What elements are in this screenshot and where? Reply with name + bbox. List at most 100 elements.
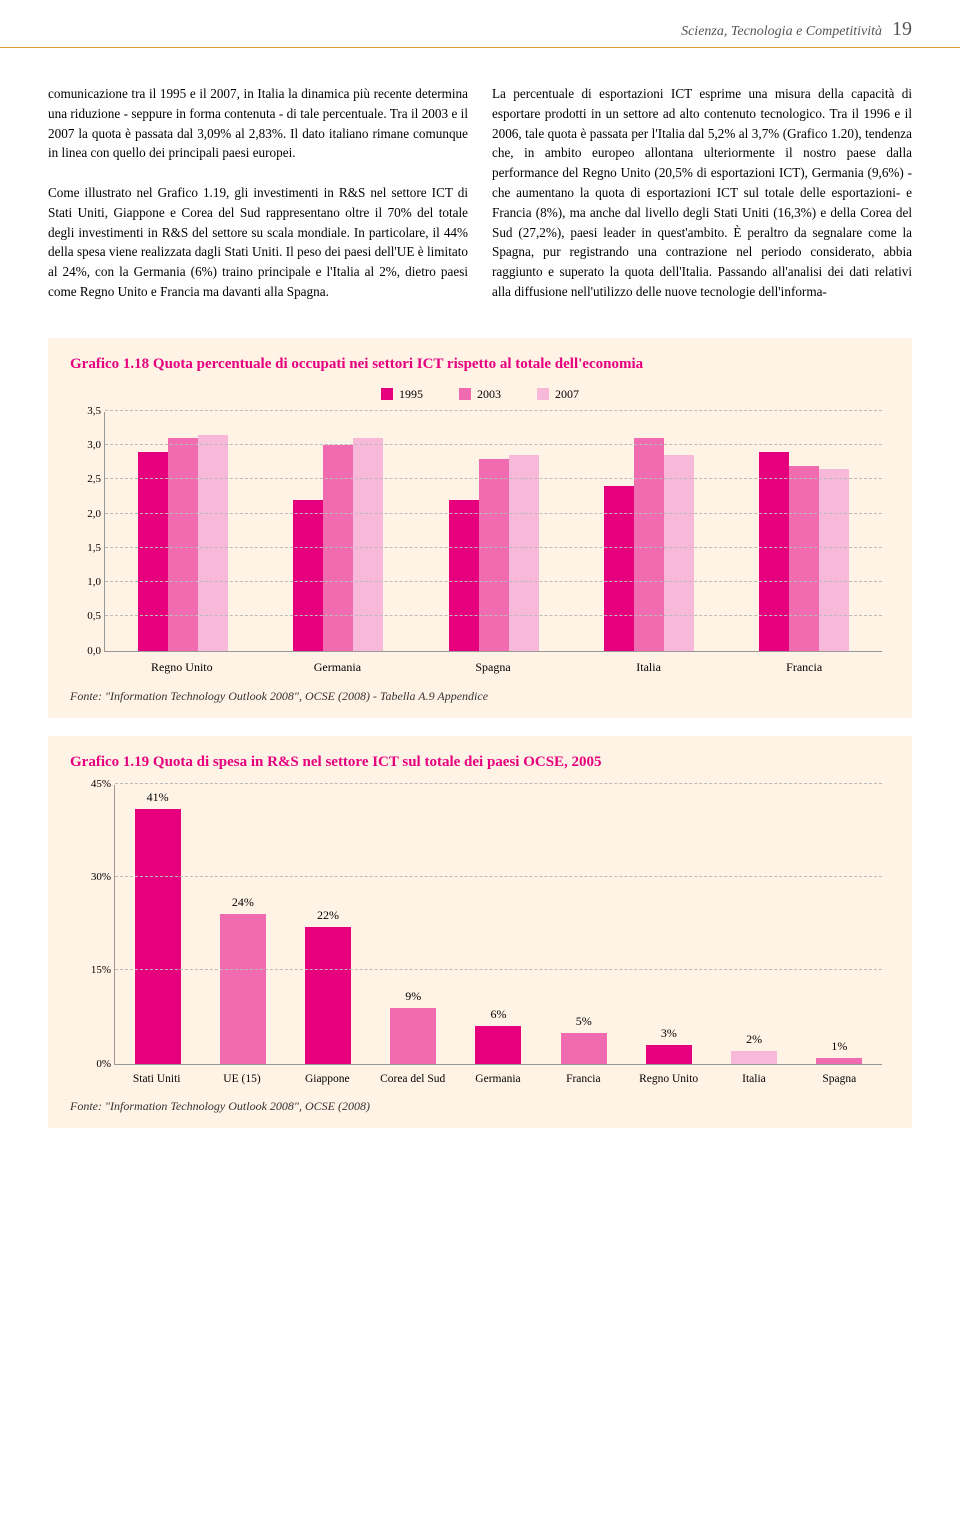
chart-1-bar [168, 438, 198, 651]
chart-1-bar [789, 466, 819, 651]
chart-2-bar-wrap: 3% [626, 785, 711, 1064]
chart-2-value-label: 22% [317, 908, 339, 923]
chart-1-bar [604, 486, 634, 651]
chart-2-bar [816, 1058, 862, 1064]
chart-2-bar [135, 809, 181, 1064]
chart-2-bar-wrap: 41% [115, 785, 200, 1064]
chart-1-bar-group [416, 455, 571, 650]
chart-2-xlabel: Giappone [285, 1073, 370, 1085]
chart-1-legend: 1995 2003 2007 [70, 387, 890, 402]
chart-2-gridline [115, 783, 882, 784]
chart-1-xlabel: Francia [726, 660, 882, 675]
page-number: 19 [892, 18, 912, 41]
chart-1-bar-group [105, 435, 260, 651]
chart-2-bar-wrap: 24% [200, 785, 285, 1064]
column-right: La percentuale di esportazioni ICT espri… [492, 84, 912, 302]
chart-1-plot: 0,00,51,01,52,02,53,03,5 [104, 412, 882, 652]
chart-1-bar-group [727, 452, 882, 651]
chart-2-value-label: 5% [576, 1014, 592, 1029]
chart-2-xlabel: UE (15) [199, 1073, 284, 1085]
chart-2-gridline [115, 969, 882, 970]
chart-2-plot: 41%24%22%9%6%5%3%2%1% 0%15%30%45% [114, 785, 882, 1065]
chart-1-legend-item: 2003 [459, 387, 501, 402]
chart-2-value-label: 1% [831, 1039, 847, 1054]
chart-1-ytick: 0,0 [71, 645, 101, 657]
chart-1-xlabel: Spagna [415, 660, 571, 675]
chart-1-title: Grafico 1.18 Quota percentuale di occupa… [70, 356, 890, 373]
chart-2-xlabel: Corea del Sud [370, 1073, 455, 1085]
legend-swatch [459, 388, 471, 400]
chart-2-value-label: 3% [661, 1026, 677, 1041]
chart-2-xlabel: Germania [455, 1073, 540, 1085]
chart-2-bar-wrap: 1% [797, 785, 882, 1064]
chart-1-ytick: 2,0 [71, 508, 101, 520]
legend-label: 2003 [477, 387, 501, 402]
chart-1-bar [198, 435, 228, 651]
page-header: Scienza, Tecnologia e Competitività 19 [0, 0, 960, 48]
chart-1-xlabel: Regno Unito [104, 660, 260, 675]
chart-1-ytick: 3,0 [71, 439, 101, 451]
chart-1-ytick: 1,5 [71, 542, 101, 554]
section-title: Scienza, Tecnologia e Competitività [681, 24, 882, 40]
chart-1-gridline [105, 478, 882, 479]
chart-1-xlabels: Regno UnitoGermaniaSpagnaItaliaFrancia [104, 660, 882, 675]
chart-2-ytick: 45% [71, 778, 111, 790]
chart-2-ytick: 0% [71, 1058, 111, 1070]
chart-1-ytick: 1,0 [71, 576, 101, 588]
chart-2-ref: Grafico 1.19 [70, 754, 149, 770]
chart-1-ytick: 3,5 [71, 405, 101, 417]
chart-2-value-label: 9% [405, 989, 421, 1004]
chart-1-gridline [105, 581, 882, 582]
chart-2-xlabels: Stati UnitiUE (15)GiapponeCorea del SudG… [114, 1073, 882, 1085]
chart-2-xlabel: Regno Unito [626, 1073, 711, 1085]
chart-1-legend-item: 1995 [381, 387, 423, 402]
chart-1-bar [759, 452, 789, 651]
chart-1-ytick: 2,5 [71, 473, 101, 485]
chart-2-box: Grafico 1.19 Quota di spesa in R&S nel s… [48, 736, 912, 1128]
chart-1-gridline [105, 547, 882, 548]
chart-1-bar [634, 438, 664, 651]
paragraph-left: comunicazione tra il 1995 e il 2007, in … [48, 84, 468, 302]
chart-2-bar [561, 1033, 607, 1064]
chart-2-bar-wrap: 9% [371, 785, 456, 1064]
chart-1-bar [509, 455, 539, 650]
chart-1-xlabel: Germania [260, 660, 416, 675]
chart-1-gridline [105, 513, 882, 514]
chart-1-bar [479, 459, 509, 651]
chart-1-gridline [105, 410, 882, 411]
chart-1-bar [449, 500, 479, 651]
chart-2-title-text: Quota di spesa in R&S nel settore ICT su… [153, 754, 602, 770]
chart-2-xlabel: Stati Uniti [114, 1073, 199, 1085]
chart-2-title: Grafico 1.19 Quota di spesa in R&S nel s… [70, 754, 890, 771]
chart-2-bar [390, 1008, 436, 1064]
legend-label: 1995 [399, 387, 423, 402]
chart-2-value-label: 6% [490, 1007, 506, 1022]
chart-2-gridline [115, 876, 882, 877]
chart-1-xlabel: Italia [571, 660, 727, 675]
column-left: comunicazione tra il 1995 e il 2007, in … [48, 84, 468, 302]
chart-1-gridline [105, 615, 882, 616]
legend-swatch [537, 388, 549, 400]
chart-2-bar-wrap: 5% [541, 785, 626, 1064]
chart-1-ytick: 0,5 [71, 610, 101, 622]
chart-1-bar [293, 500, 323, 651]
chart-2-source: Fonte: "Information Technology Outlook 2… [70, 1099, 890, 1114]
chart-1-bar [138, 452, 168, 651]
chart-2-bar-wrap: 6% [456, 785, 541, 1064]
chart-2-xlabel: Francia [541, 1073, 626, 1085]
chart-2-value-label: 41% [147, 790, 169, 805]
chart-2-bar-wrap: 2% [712, 785, 797, 1064]
chart-2-bar [220, 914, 266, 1063]
chart-2-ytick: 15% [71, 964, 111, 976]
chart-2-xlabel: Italia [711, 1073, 796, 1085]
chart-1-box: Grafico 1.18 Quota percentuale di occupa… [48, 338, 912, 718]
chart-2-xlabel: Spagna [797, 1073, 882, 1085]
chart-1-gridline [105, 444, 882, 445]
chart-1-legend-item: 2007 [537, 387, 579, 402]
chart-1-ref: Grafico 1.18 [70, 356, 149, 372]
chart-2-value-label: 2% [746, 1032, 762, 1047]
chart-2-bar [305, 927, 351, 1064]
chart-2-bar [646, 1045, 692, 1064]
legend-swatch [381, 388, 393, 400]
paragraph-right: La percentuale di esportazioni ICT espri… [492, 84, 912, 302]
